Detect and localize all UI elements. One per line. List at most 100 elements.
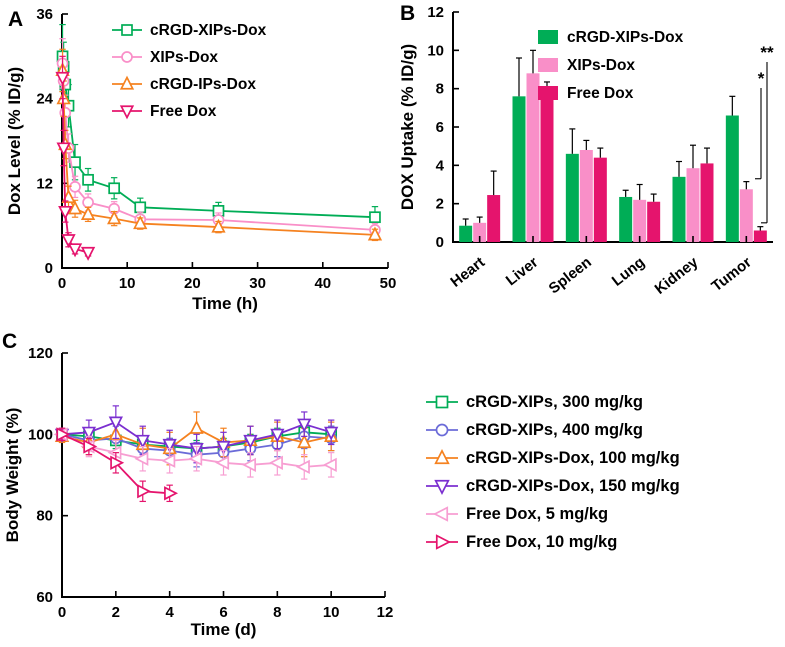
panel-label-c: C [2, 330, 18, 353]
triangle-up-marker [211, 218, 226, 233]
bar-Kidney [686, 168, 700, 242]
triangle-up-marker [189, 419, 204, 434]
series-Free Dox [55, 55, 96, 261]
category-label: Kidney [652, 253, 702, 298]
category-label: Liver [503, 254, 542, 290]
triangle-up-marker [67, 200, 83, 215]
tick-label: 36 [36, 6, 53, 23]
panel-b-y-axis-title: DOX Uptake (% ID/g) [398, 43, 417, 211]
triangle-down-marker [135, 434, 150, 449]
tick-label: 12 [377, 604, 394, 621]
panel-a-pharmacokinetics-chart: 0 10 20 30 40 50 0 12 24 36 cRGD-XIPs-Dox XIPs-Dox c… [36, 6, 397, 292]
triangle-up-marker [434, 448, 450, 465]
circle-marker [121, 51, 133, 63]
triangle-down-marker [216, 440, 231, 455]
legend-item-label: cRGD-XIPs-Dox, 150 mg/kg [466, 476, 680, 495]
triangle-down-marker [324, 426, 339, 441]
bar-Kidney [700, 163, 714, 242]
triangle-right-legend-marker [426, 534, 458, 550]
triangle-left-marker [268, 455, 283, 470]
tick-label: 10 [119, 275, 136, 292]
tick-label: 6 [219, 604, 227, 621]
triangle-down-marker [162, 438, 177, 453]
triangle-down-marker [243, 434, 258, 449]
tick-label: 0 [436, 234, 444, 251]
triangle-up-marker [80, 206, 96, 220]
tick-label: 120 [28, 345, 53, 362]
triangle-up-marker [119, 75, 135, 90]
significance-label: ** [760, 43, 774, 62]
tick-label: 40 [314, 275, 331, 292]
bar-Spleen [593, 157, 607, 242]
series-Free Dox, 5 mg/kg [53, 427, 337, 480]
triangle-down-marker [297, 418, 312, 433]
legend-item-label: cRGD-XIPs-Dox [567, 29, 684, 46]
circle-marker [82, 196, 94, 209]
triangle-down-marker [119, 105, 135, 120]
category-label: Lung [609, 254, 648, 290]
panel-a-x-axis-title: Time (h) [192, 294, 258, 313]
triangle-left-marker [161, 453, 176, 468]
triangle-down-marker [55, 71, 70, 86]
legend-item-label: cRGD-XIPs-Dox [150, 22, 267, 39]
tick-label: 6 [436, 119, 444, 136]
triangle-right-marker [56, 427, 71, 442]
triangle-up-marker [107, 210, 122, 225]
panel-c-x-axis-title: Time (d) [190, 620, 257, 639]
triangle-left-marker [188, 451, 203, 466]
square-marker [369, 211, 381, 224]
tick-label: 10 [323, 604, 340, 621]
panel-a-y-axis-title: Dox Level (% ID/g) [5, 66, 24, 216]
tick-label: 8 [273, 604, 281, 621]
legend-item-label: Free Dox [567, 85, 634, 102]
panel-b-biodistribution-chart: 0 2 4 6 8 10 12 Heart Liver Spleen Lung Kidney Tumor… [427, 4, 774, 298]
triangle-up-marker [367, 226, 383, 241]
bar-Heart [473, 222, 487, 242]
legend-item-label: XIPs-Dox [567, 57, 635, 74]
tick-label: 0 [58, 275, 66, 292]
tick-label: 10 [427, 42, 444, 59]
bar-Kidney [672, 176, 686, 242]
legend-item-label: cRGD-IPs-Dox [150, 76, 256, 93]
triangle-left-marker [242, 457, 257, 472]
tick-label: 80 [36, 508, 53, 525]
triangle-right-marker [110, 455, 125, 470]
legend-item: cRGD-XIPs-Dox, 100 mg/kg [424, 448, 680, 468]
bar-Lung [633, 199, 647, 242]
triangle-left-legend-marker [426, 506, 458, 522]
legend-item: cRGD-XIPs, 400 mg/kg [424, 420, 680, 440]
triangle-down-marker [67, 243, 83, 258]
square-marker [134, 201, 147, 214]
legend-item-label: Free Dox [150, 103, 217, 120]
square-marker [108, 182, 121, 195]
legend-item-label: cRGD-XIPs, 300 mg/kg [466, 392, 643, 411]
tick-label: 4 [436, 157, 445, 174]
bar-series-cRGD-XIPs-Dox [459, 57, 739, 242]
panel-label-a: A [8, 8, 24, 31]
legend-item-label: Free Dox, 10 mg/kg [466, 532, 618, 551]
bar-series-Free Dox [487, 81, 767, 242]
tick-label: 12 [427, 4, 444, 21]
triangle-down-legend-marker [426, 479, 458, 496]
significance-label: * [758, 69, 765, 88]
series-cRGD-IPs-Dox [55, 48, 383, 242]
triangle-right-marker [83, 439, 98, 454]
tick-label: 20 [184, 275, 201, 292]
bar-Liver [526, 73, 540, 242]
triangle-left-marker [295, 459, 310, 475]
triangle-down-marker [434, 479, 450, 496]
bar-Spleen [579, 150, 593, 242]
bar-Lung [619, 196, 633, 242]
triangle-up-marker [133, 215, 148, 230]
triangle-right-marker [137, 484, 152, 499]
legend-item: Free Dox, 10 mg/kg [424, 532, 680, 552]
bar-Liver [540, 92, 554, 242]
triangle-down-marker [81, 426, 97, 441]
bar-Tumor [739, 189, 753, 242]
tick-label: 100 [28, 426, 53, 443]
series-Free Dox, 10 mg/kg [56, 427, 179, 503]
legend-item: Free Dox, 5 mg/kg [424, 504, 680, 524]
tick-label: 50 [380, 275, 397, 292]
square-marker [435, 395, 449, 409]
panel-label-b: B [400, 2, 416, 25]
